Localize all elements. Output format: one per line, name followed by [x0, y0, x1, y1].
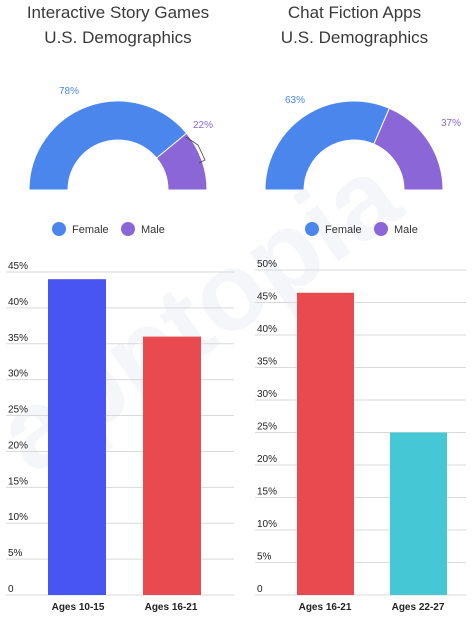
- bar-3-ytick-5: 25%: [257, 422, 277, 433]
- bar-3-ytick-7: 35%: [257, 357, 277, 368]
- legend-1-label-female: Female: [325, 224, 362, 236]
- donut-1-slice-female: [264, 100, 391, 191]
- bar-3-ytick-1: 5%: [257, 552, 272, 563]
- charts-canvas: 78% 22% 63% 37% Female Male Female Male 0 5% 10% 15…: [6, 86, 466, 613]
- bar-2-ytick-9: 45%: [8, 261, 28, 272]
- right-title-line1: Chat Fiction Apps: [287, 3, 422, 22]
- bar-3-category-0: Ages 16-21: [299, 602, 352, 613]
- bar-3-ytick-8: 40%: [257, 324, 277, 335]
- bar-3-category-1: Ages 22-27: [392, 602, 445, 613]
- bar-3-ytick-9: 45%: [257, 292, 277, 303]
- donut-0-slice-female: [28, 100, 188, 191]
- bar-2-ytick-2: 10%: [8, 512, 28, 523]
- bar-2-ytick-0: 0: [8, 584, 14, 595]
- donut-0-callout-bracket: [185, 136, 206, 164]
- donut-0-label-male: 22%: [193, 120, 213, 131]
- bar-2-category-1: Ages 16-21: [145, 602, 198, 613]
- legend-0-swatch-female: [52, 222, 66, 236]
- legend-0-swatch-male: [121, 222, 135, 236]
- donut-0-label-female: 78%: [59, 86, 79, 97]
- bar-2-bar-1: [143, 336, 201, 595]
- bar-2-ytick-7: 35%: [8, 333, 28, 344]
- bar-2-ytick-6: 30%: [8, 369, 28, 380]
- bar-3-ytick-10: 50%: [257, 259, 277, 270]
- right-panel-title: Chat Fiction Apps U.S. Demographics: [236, 0, 473, 50]
- legend-1-swatch-female: [305, 222, 319, 236]
- bar-3-ytick-6: 30%: [257, 389, 277, 400]
- right-title-line2: U.S. Demographics: [280, 28, 429, 47]
- bar-2-ytick-5: 25%: [8, 405, 28, 416]
- donut-1-label-female: 63%: [285, 95, 305, 106]
- bar-2-ytick-8: 40%: [8, 297, 28, 308]
- legend-1-label-male: Male: [394, 224, 418, 236]
- bar-2-ytick-1: 5%: [8, 548, 23, 559]
- left-panel-title: Interactive Story Games U.S. Demographic…: [0, 0, 236, 50]
- legend-0-label-female: Female: [72, 224, 109, 236]
- bar-2-ytick-3: 15%: [8, 476, 28, 487]
- donut-1-slice-male: [373, 107, 444, 191]
- bar-3-ytick-2: 10%: [257, 519, 277, 530]
- bar-3-ytick-0: 0: [257, 584, 263, 595]
- legend-0-label-male: Male: [141, 224, 165, 236]
- left-title-line1: Interactive Story Games: [26, 3, 210, 22]
- bar-3-bar-1: [390, 432, 447, 595]
- bar-2-ytick-4: 20%: [8, 440, 28, 451]
- bar-2-bar-0: [48, 279, 106, 595]
- bar-3-bar-0: [297, 292, 354, 595]
- bar-2-category-0: Ages 10-15: [52, 602, 105, 613]
- bar-3-ytick-4: 20%: [257, 454, 277, 465]
- donut-0-slice-male: [155, 132, 208, 191]
- bar-3-ytick-3: 15%: [257, 487, 277, 498]
- donut-1-label-male: 37%: [441, 118, 461, 129]
- left-title-line2: U.S. Demographics: [44, 28, 192, 47]
- legend-1-swatch-male: [374, 222, 388, 236]
